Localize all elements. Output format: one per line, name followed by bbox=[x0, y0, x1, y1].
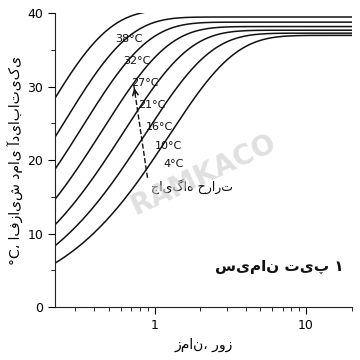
Text: RAMKACO: RAMKACO bbox=[126, 129, 280, 221]
Text: 10°C: 10°C bbox=[154, 140, 182, 150]
Text: سیمان تیپ ۱: سیمان تیپ ۱ bbox=[215, 259, 343, 274]
Text: 16°C: 16°C bbox=[146, 122, 174, 132]
X-axis label: زمان، روز: زمان، روز bbox=[174, 337, 233, 352]
Y-axis label: °C، افزایش دمای آدیاباتیکی: °C، افزایش دمای آدیاباتیکی bbox=[8, 56, 24, 265]
Text: 32°C: 32°C bbox=[123, 56, 150, 66]
Text: جایگاه حرارت: جایگاه حرارت bbox=[151, 178, 233, 194]
Text: 4°C: 4°C bbox=[164, 159, 184, 169]
Text: 21°C: 21°C bbox=[138, 100, 166, 110]
Text: 27°C: 27°C bbox=[131, 78, 158, 88]
Text: 38°C: 38°C bbox=[115, 34, 143, 44]
